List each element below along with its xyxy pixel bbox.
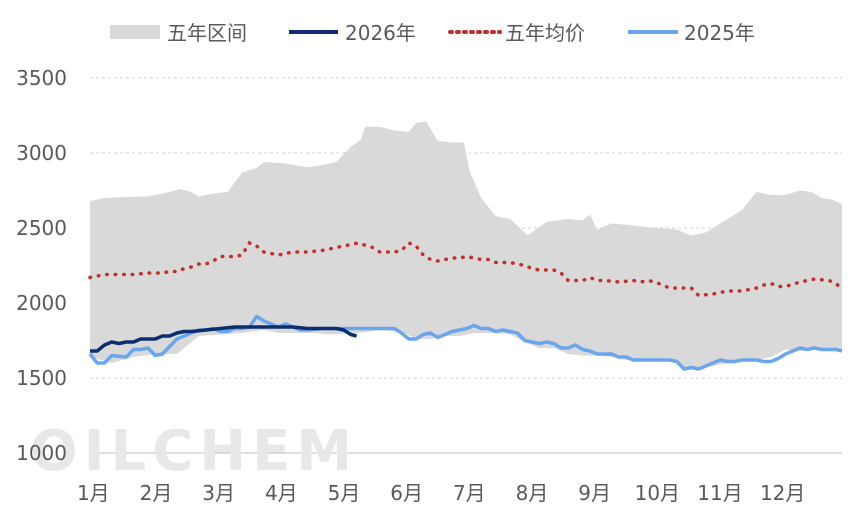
x-tick-label: 10月 <box>635 481 680 505</box>
y-tick-label: 3000 <box>16 141 67 165</box>
legend: 五年区间 2026年 五年均价 2025年 <box>110 21 755 45</box>
x-tick-label: 8月 <box>516 481 549 505</box>
legend-label-band: 五年区间 <box>167 21 247 45</box>
y-axis-ticks: 1000 1500 2000 2500 3000 3500 <box>16 66 67 465</box>
x-tick-label: 1月 <box>77 481 110 505</box>
series-line-2026 <box>90 325 358 353</box>
x-tick-label: 6月 <box>390 481 423 505</box>
legend-swatch-band <box>110 25 160 39</box>
watermark: OILCHEM <box>30 419 358 484</box>
x-tick-label: 7月 <box>453 481 486 505</box>
y-tick-label: 1000 <box>16 441 67 465</box>
x-tick-label: 4月 <box>265 481 298 505</box>
series-line-five-year-avg <box>88 240 844 298</box>
legend-label-2025: 2025年 <box>684 21 755 45</box>
x-tick-label: 12月 <box>760 481 805 505</box>
y-tick-label: 3500 <box>16 66 67 90</box>
legend-label-five-year-avg: 五年均价 <box>505 21 585 45</box>
x-tick-label: 3月 <box>202 481 235 505</box>
x-tick-label: 11月 <box>697 481 742 505</box>
five-year-range-band <box>90 121 842 369</box>
legend-label-2026: 2026年 <box>345 21 416 45</box>
x-axis-ticks: 1月 2月 3月 4月 5月 6月 7月 8月 9月 10月 11月 12月 <box>77 481 805 505</box>
x-tick-label: 2月 <box>140 481 173 505</box>
x-tick-label: 5月 <box>328 481 361 505</box>
series-lines <box>88 240 844 371</box>
x-tick-label: 9月 <box>578 481 611 505</box>
y-tick-label: 1500 <box>16 366 67 390</box>
y-tick-label: 2000 <box>16 291 67 315</box>
y-tick-label: 2500 <box>16 216 67 240</box>
band-area-five-year-range <box>90 121 842 369</box>
